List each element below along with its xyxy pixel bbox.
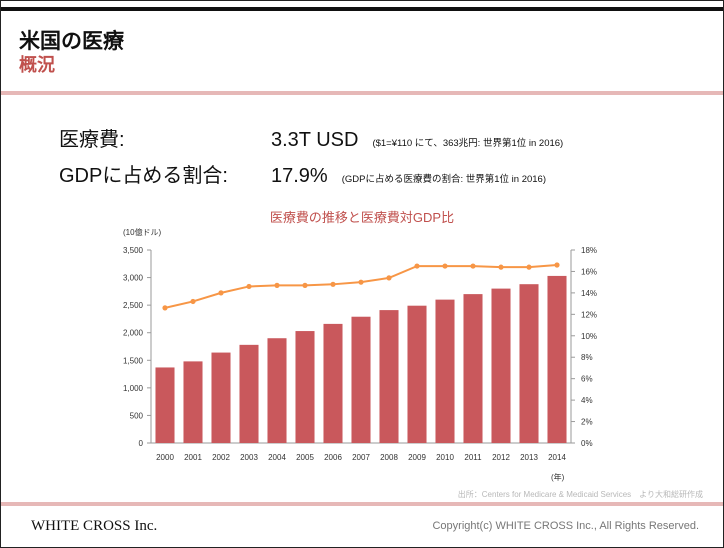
x-tick-label: 2006 [324,453,342,462]
bar-2005 [295,331,315,443]
gdp-share-point-2013 [526,264,532,270]
y-tick-label: 2,500 [123,301,144,310]
bar-2007 [351,316,371,443]
y2-tick-label: 16% [581,267,597,276]
top-rule [1,7,723,11]
y2-tick-label: 8% [581,353,593,362]
y-tick-label: 1,500 [123,356,144,365]
header-divider [1,91,723,95]
x-tick-label: 2011 [464,453,482,462]
y-tick-label: 1,000 [123,384,144,393]
x-tick-label: 2014 [548,453,566,462]
gdp-share-point-2010 [442,263,448,269]
x-tick-label: 2013 [520,453,538,462]
gdp-share-point-2005 [302,282,308,288]
bar-2003 [239,344,259,443]
y2-tick-label: 14% [581,289,597,298]
bar-2011 [463,294,483,443]
x-tick-label: 2000 [156,453,174,462]
chart-title: 医療費の推移と医療費対GDP比 [269,210,455,225]
stat-label: 医療費: [59,129,125,151]
x-tick-label: 2004 [268,453,286,462]
bar-2004 [267,338,287,443]
gdp-share-point-2004 [274,282,280,288]
y-axis-label: (10億ドル) [123,227,162,237]
bar-2010 [435,299,455,443]
bar-2008 [379,310,399,443]
company-name: WHITE CROSS Inc. [31,518,158,534]
y-tick-label: 2,000 [123,329,144,338]
source-note: 出所：Centers for Medicare & Medicaid Servi… [457,490,703,499]
x-tick-label: 2002 [212,453,230,462]
healthcare-spending-chart: 0 500 1,000 1,500 2,000 2,500 3,000 3,500 0% 2% 4%… [123,227,597,482]
gdp-share-point-2006 [330,281,336,287]
x-tick-label: 2009 [408,453,426,462]
y2-tick-label: 12% [581,310,597,319]
bar-2009 [407,305,427,443]
y2-tick-label: 0% [581,439,593,448]
bar-2012 [491,288,511,443]
stat-label: GDPに占める割合: [59,165,228,187]
gdp-share-point-2011 [470,263,476,269]
y-tick-label: 500 [130,411,144,420]
y-tick-label: 3,000 [123,274,144,283]
x-tick-label: 2005 [296,453,314,462]
bar-2006 [323,323,343,443]
y2-tick-label: 4% [581,396,593,405]
stat-gdp-share: GDPに占める割合: 17.9% (GDPに占める医療費の割合: 世界第1位 in … [59,159,546,188]
y2-tick-label: 18% [581,246,597,255]
gdp-share-point-2007 [358,279,364,285]
page-subtitle: 概況 [19,55,55,75]
x-axis-label: (年) [551,472,565,482]
gdp-share-point-2003 [246,283,252,290]
gdp-share-point-2001 [190,298,196,305]
x-tick-label: 2001 [184,453,202,462]
y2-tick-label: 6% [581,375,593,384]
x-tick-label: 2007 [352,453,370,462]
gdp-share-point-2014 [554,262,560,268]
y2-tick-label: 10% [581,332,597,341]
x-tick-label: 2012 [492,453,510,462]
y2-tick-label: 2% [581,418,593,427]
copyright-text: Copyright(c) WHITE CROSS Inc., All Right… [432,520,699,532]
bar-2001 [183,361,203,443]
stat-note: (GDPに占める医療費の割合: 世界第1位 in 2016) [341,174,547,185]
stat-note: ($1=¥110 にて、363兆円: 世界第1位 in 2016) [372,138,564,149]
gdp-share-point-2009 [414,263,420,269]
stat-value: 3.3T USD [271,129,359,151]
footer-divider [1,502,723,506]
gdp-share-point-2000 [162,305,168,311]
stat-healthcare-spending: 医療費: 3.3T USD ($1=¥110 にて、363兆円: 世界第1位 in … [59,123,563,152]
bar-2013 [519,284,539,443]
bar-2000 [155,367,175,443]
stat-value: 17.9% [271,165,328,187]
gdp-share-point-2012 [498,264,504,270]
gdp-share-point-2002 [218,290,224,296]
bar-2002 [211,352,231,443]
x-tick-label: 2008 [380,453,398,462]
x-tick-label: 2010 [436,453,454,462]
bar-2014 [547,275,567,443]
page-title: 米国の医療 [19,30,124,53]
x-tick-label: 2003 [240,453,258,462]
y-tick-label: 0 [139,439,144,448]
gdp-share-point-2008 [386,275,392,281]
y-tick-label: 3,500 [123,246,144,255]
